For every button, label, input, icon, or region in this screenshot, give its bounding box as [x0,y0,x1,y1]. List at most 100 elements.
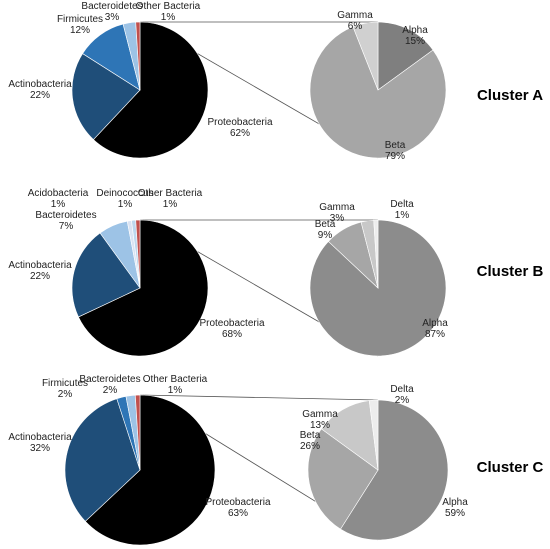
main-pie-slice [134,394,141,471]
detail-pie-slice [352,21,379,91]
detail-pie-label: Beta 9% [315,219,336,241]
label-name: Proteobacteria [207,117,272,128]
label-name: Firmicutes [42,378,88,389]
label-value: 63% [228,508,248,519]
detail-pie-slice [377,21,434,91]
label-name: Acidobacteria [28,188,89,199]
label-name: Firmicutes [57,14,103,25]
cluster-title: Cluster A [477,87,543,104]
main-pie-label: Other Bacteria 1% [136,1,201,23]
label-value: 32% [30,443,50,454]
label-value: 1% [51,199,66,210]
main-pie-label: Firmicutes 2% [42,378,88,400]
label-value: 9% [318,230,333,241]
label-name: Alpha [402,25,428,36]
label-value: 12% [70,25,90,36]
main-pie-slice [78,219,209,357]
label-name: Actinobacteria [8,79,72,90]
main-pie-label: Proteobacteria 63% [205,497,270,519]
detail-pie-label: Gamma 13% [302,409,338,431]
label-value: 1% [168,385,183,396]
label-value: 79% [385,151,405,162]
detail-pie-slice [368,399,379,471]
main-pie-label: Proteobacteria 62% [207,117,272,139]
label-name: Gamma [319,202,355,213]
label-name: Alpha [422,318,448,329]
label-value: 22% [30,90,50,101]
label-value: 2% [58,389,73,400]
label-name: Beta [315,219,336,230]
label-name: Bacteroidetes [81,1,142,12]
label-name: Bacteroidetes [35,210,96,221]
label-value: 62% [230,128,250,139]
label-name: Gamma [337,10,373,21]
main-pie-label: Bacteroidetes 3% [81,1,142,23]
label-value: 13% [310,420,330,431]
label-name: Other Bacteria [136,1,201,12]
detail-pie-label: Gamma 6% [337,10,373,32]
label-name: Gamma [302,409,338,420]
detail-pie-label: Beta 26% [300,430,321,452]
label-value: 1% [163,199,178,210]
label-name: Delta [390,384,414,395]
main-pie-label: Acidobacteria 1% [28,188,89,210]
detail-pie-slice [373,219,379,289]
main-pie-slice [84,394,216,546]
detail-pie-label: Gamma 3% [319,202,355,224]
label-value: 1% [118,199,133,210]
cluster-title: Cluster B [477,263,544,280]
label-name: Proteobacteria [205,497,270,508]
main-pie-label: Deinococcus 1% [96,188,153,210]
main-pie-slice [93,21,209,159]
main-pie-label: Actinobacteria 22% [8,260,72,282]
detail-pie-slice [320,400,379,471]
main-pie-label: Firmicutes 12% [57,14,103,36]
label-value: 2% [103,385,118,396]
label-name: Actinobacteria [8,432,72,443]
label-name: Alpha [442,497,468,508]
label-value: 26% [300,441,320,452]
main-pie-label: Bacteroidetes 2% [79,374,140,396]
main-pie-slice [135,21,141,91]
main-pie-slice [71,232,141,318]
main-pie-label: Actinobacteria 32% [8,432,72,454]
label-name: Beta [300,430,321,441]
detail-pie-label: Delta 1% [390,199,414,221]
label-name: Deinococcus [96,188,153,199]
detail-pie-label: Alpha 59% [442,497,468,519]
cluster-title: Cluster C [477,459,544,476]
main-pie-slice [64,398,141,522]
label-value: 87% [425,329,445,340]
label-name: Proteobacteria [199,318,264,329]
label-value: 1% [395,210,410,221]
label-value: 15% [405,36,425,47]
detail-pie-slice [309,26,447,159]
label-value: 6% [348,21,363,32]
main-pie-label: Other Bacteria 1% [143,374,208,396]
label-value: 59% [445,508,465,519]
main-pie-label: Actinobacteria 22% [8,79,72,101]
main-pie-label: Proteobacteria 68% [199,318,264,340]
detail-pie-label: Alpha 15% [402,25,428,47]
label-value: 68% [222,329,242,340]
label-name: Beta [385,140,406,151]
label-name: Bacteroidetes [79,374,140,385]
label-name: Other Bacteria [143,374,208,385]
label-value: 3% [105,12,120,23]
label-name: Other Bacteria [138,188,203,199]
main-pie-label: Bacteroidetes 7% [35,210,96,232]
label-value: 2% [395,395,410,406]
detail-pie-label: Delta 2% [390,384,414,406]
label-value: 1% [161,12,176,23]
detail-pie-slice [340,399,449,541]
label-name: Delta [390,199,414,210]
label-name: Actinobacteria [8,260,72,271]
main-pie-slice [135,219,141,289]
connector [139,394,379,401]
detail-pie-label: Beta 79% [385,140,406,162]
label-value: 22% [30,271,50,282]
label-value: 7% [59,221,74,232]
detail-pie-slice [307,428,379,530]
detail-pie-label: Alpha 87% [422,318,448,340]
